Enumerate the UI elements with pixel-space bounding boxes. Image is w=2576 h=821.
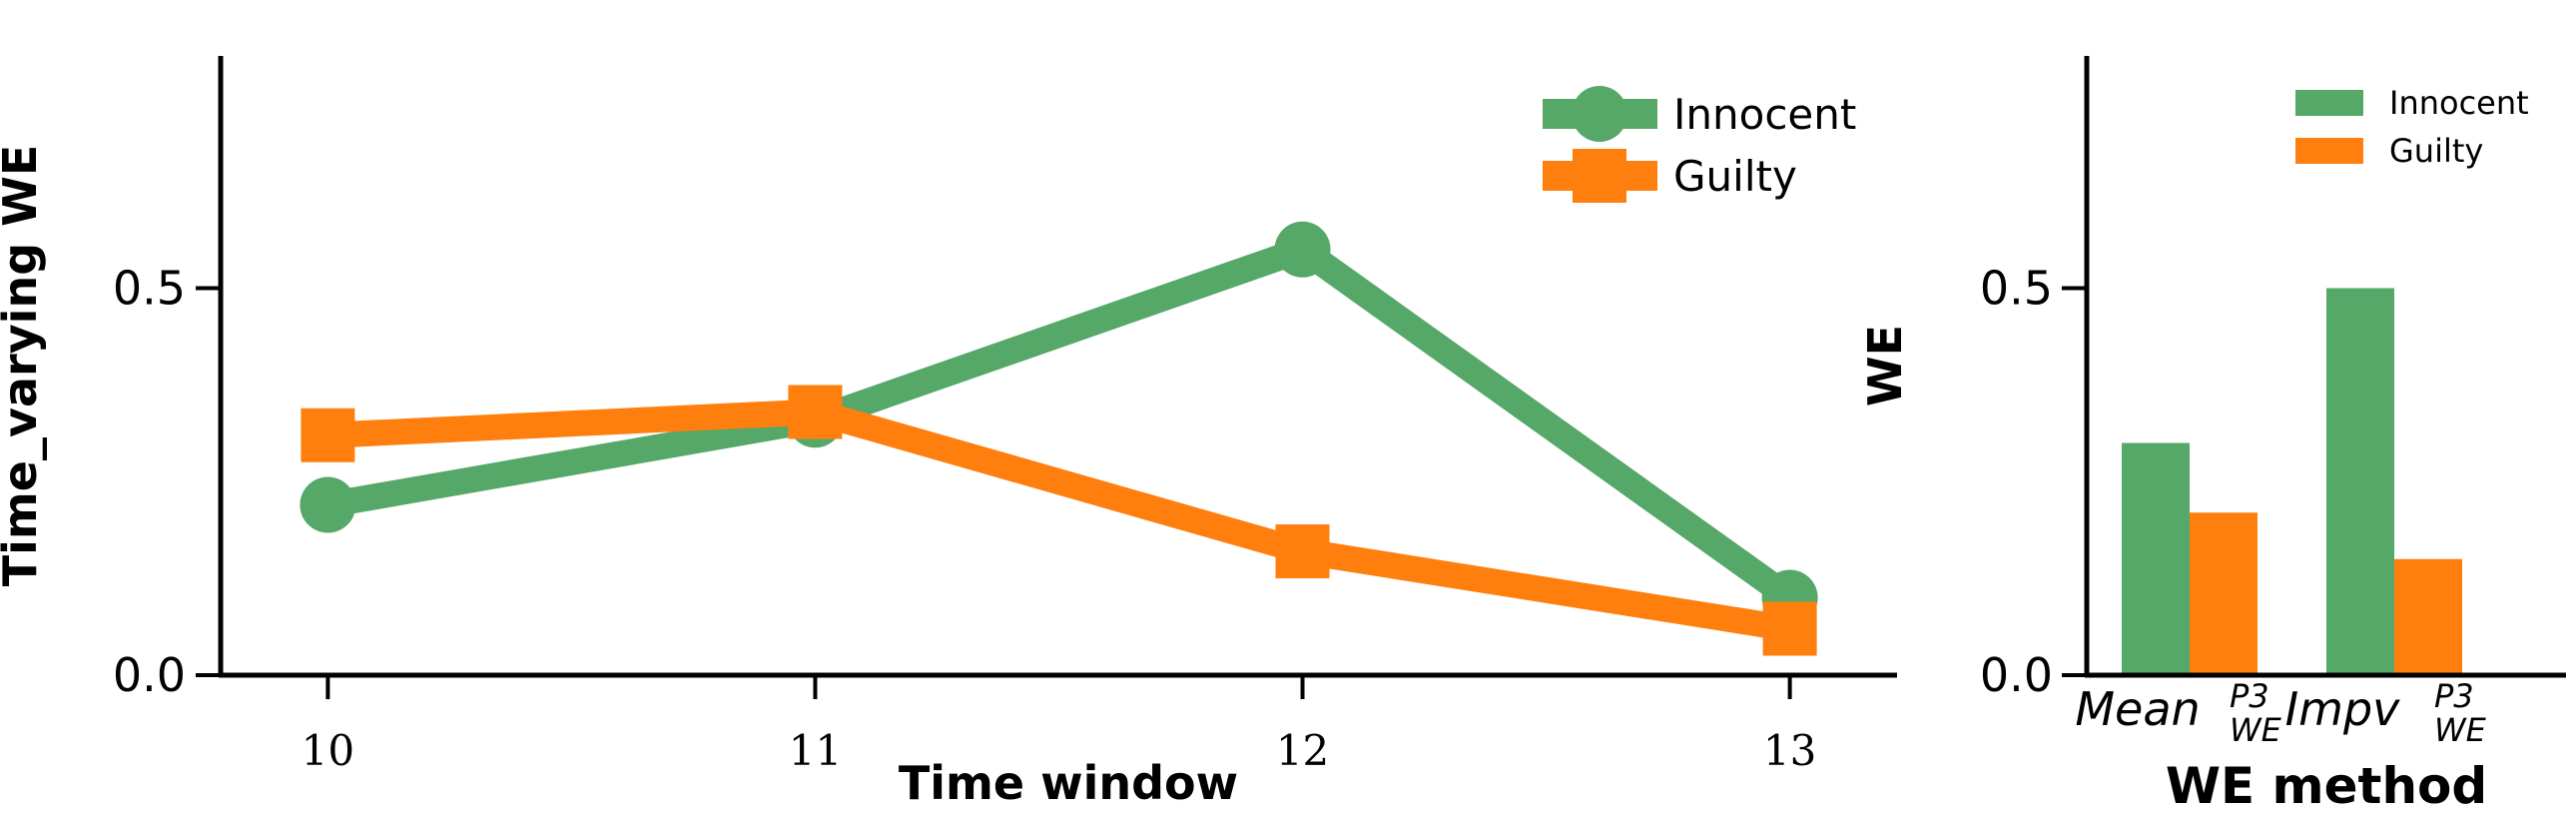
data-point-innocent: [1274, 221, 1331, 278]
legend-entry-innocent: Innocent: [1543, 86, 1856, 142]
data-point-guilty: [788, 385, 843, 439]
bar-innocent: [2326, 288, 2394, 675]
tick-label-superscript: P3: [2434, 677, 2474, 715]
series-line-guilty: [326, 399, 1792, 642]
legend-swatch: [2295, 138, 2363, 164]
legend-label: Guilty: [1673, 152, 1797, 201]
legend-entry-guilty: Guilty: [1543, 149, 1797, 203]
legend-label: Innocent: [1673, 90, 1856, 139]
line-chart-y-tick-label: 0.5: [113, 262, 186, 316]
bar-innocent: [2122, 442, 2190, 675]
tick-label-superscript: P3: [2230, 677, 2269, 715]
legend-label: Innocent: [2389, 84, 2529, 122]
line-chart-x-ticks: 10 11 12 13: [302, 675, 1816, 775]
legend-label: Guilty: [2389, 132, 2483, 170]
tick-label-subscript: WE: [2230, 711, 2282, 749]
series-line-innocent: [325, 236, 1798, 609]
line-chart-x-tick-label: 13: [1763, 726, 1816, 775]
bar-guilty: [2394, 558, 2462, 675]
line-chart-y-axis-label: Time_varying WE: [0, 145, 47, 587]
line-chart-series-layer: [300, 221, 1818, 656]
legend-marker: [1573, 149, 1626, 203]
line-chart-x-axis-label: Time window: [899, 756, 1238, 810]
bar-chart-x-axis-label: WE method: [2166, 757, 2487, 815]
legend-entry-guilty: Guilty: [2295, 132, 2483, 170]
tick-label-subscript: WE: [2434, 711, 2487, 749]
bar-chart-y-tick-label: 0.0: [1980, 648, 2053, 702]
legend-swatch: [2295, 90, 2363, 116]
data-point-innocent: [300, 476, 356, 533]
line-chart-x-tick-label: 10: [302, 726, 354, 775]
legend-entry-innocent: Innocent: [2295, 84, 2529, 122]
line-chart-x-tick-label: 11: [789, 726, 842, 775]
line-chart-y-ticks: 0.0 0.5: [113, 262, 221, 702]
data-point-guilty: [301, 408, 355, 462]
bar-chart-y-ticks: 0.0 0.5: [1980, 262, 2087, 702]
line-chart-legend: Innocent Guilty: [1543, 86, 1856, 203]
bar-chart-bars-layer: [2122, 288, 2462, 675]
bar-chart-y-tick-label: 0.5: [1980, 262, 2053, 316]
data-point-guilty: [1762, 601, 1817, 656]
legend-marker: [1572, 86, 1627, 142]
bar-guilty: [2190, 512, 2257, 675]
bar-chart-y-axis-label: WE: [1858, 325, 1912, 407]
tick-label-base: Impv: [2285, 682, 2401, 736]
line-chart-y-tick-label: 0.0: [113, 648, 186, 702]
data-point-guilty: [1275, 524, 1330, 578]
line-chart-x-tick-label: 12: [1276, 726, 1329, 775]
bar-chart-legend: Innocent Guilty: [2295, 84, 2529, 170]
line-chart: 0.0 0.5 10 11 12 13 Time window Time_varying…: [0, 56, 1897, 810]
tick-label-base: Mean: [2075, 682, 2200, 736]
